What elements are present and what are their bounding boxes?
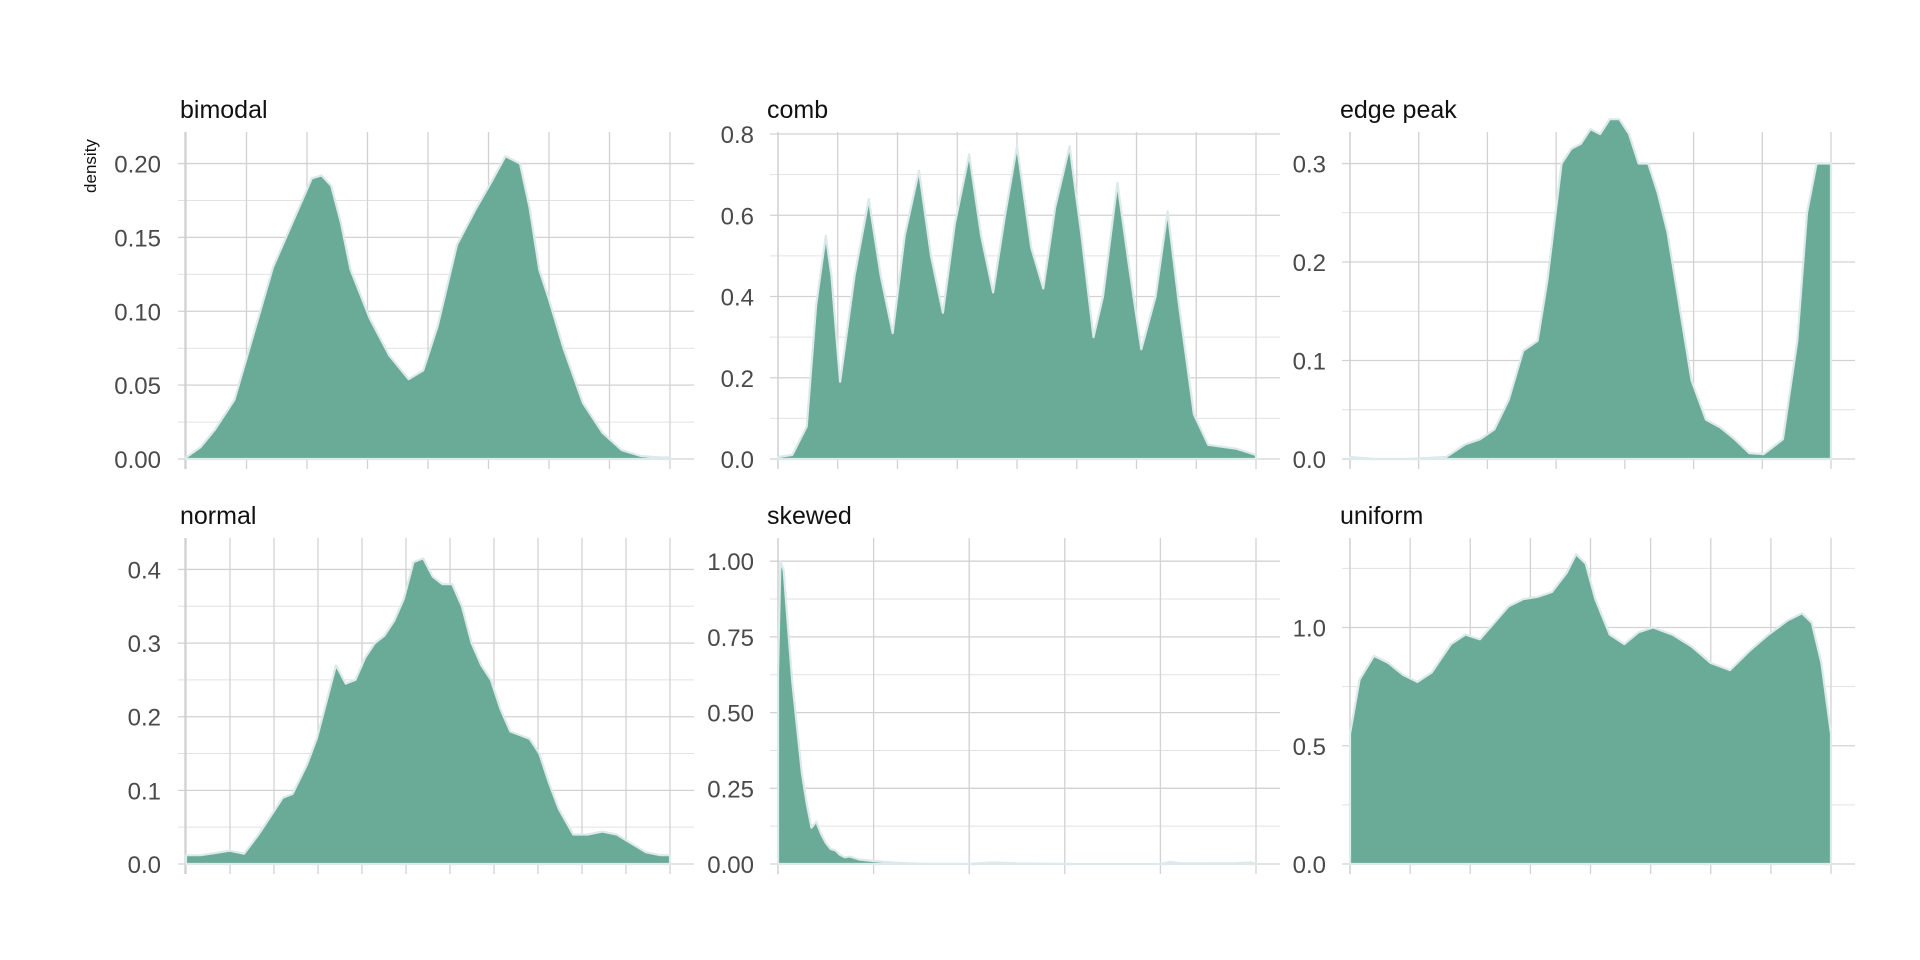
y-tick-label: 0.0 [128,852,161,879]
panel-title: edge peak [1340,96,1457,124]
y-tick-label: 0.1 [128,778,161,805]
y-tick-label: 0.15 [114,225,161,252]
y-tick-label: 0.00 [707,852,754,879]
y-tick-label: 0.0 [1293,852,1326,879]
density-area [1348,118,1833,461]
y-tick-label: 0.10 [114,299,161,326]
y-tick-label: 0.0 [1293,447,1326,474]
panel-title: normal [180,502,256,530]
y-tick-label: 0.2 [128,705,161,732]
panel-title: comb [767,96,828,124]
y-tick-label: 0.2 [721,366,754,393]
panel-normal: 0.0 0.1 0.2 0.3 0.4 normal [128,502,694,879]
panel-title: skewed [767,502,852,530]
y-tick-label: 0.00 [114,447,161,474]
y-axis-title: density [81,139,100,193]
panel-uniform: 0.0 0.5 1.0 uniform [1293,502,1855,879]
y-tick-label: 0.1 [1293,349,1326,376]
density-area [1348,553,1833,866]
y-tick-label: 0.4 [721,285,754,312]
panel-bimodal: 0.00 0.05 0.10 0.15 0.20 bimodal [114,96,694,474]
y-tick-label: 0.75 [707,625,754,652]
y-tick-label: 0.20 [114,152,161,179]
density-area [184,557,672,866]
y-tick-label: 0.2 [1293,250,1326,277]
y-tick-label: 0.50 [707,701,754,728]
y-tick-label: 0.8 [721,122,754,149]
y-tick-label: 0.3 [1293,152,1326,179]
y-tick-label: 0.5 [1293,734,1326,761]
y-tick-label: 0.4 [128,557,161,584]
y-tick-label: 0.0 [721,447,754,474]
y-tick-label: 0.6 [721,203,754,230]
y-tick-label: 1.0 [1293,616,1326,643]
y-tick-label: 0.05 [114,373,161,400]
panel-title: uniform [1340,502,1423,530]
panel-title: bimodal [180,96,268,124]
y-tick-label: 1.00 [707,549,754,576]
density-area [776,560,1258,866]
density-area [776,145,1258,461]
y-tick-label: 0.25 [707,776,754,803]
y-tick-label: 0.3 [128,631,161,658]
panel-comb: 0.0 0.2 0.4 0.6 0.8 comb [721,96,1280,474]
density-area [184,155,672,461]
panel-edge-peak: 0.0 0.1 0.2 0.3 edge peak [1293,96,1855,474]
panel-skewed: 0.00 0.25 0.50 0.75 1.00 skewed [707,502,1280,879]
